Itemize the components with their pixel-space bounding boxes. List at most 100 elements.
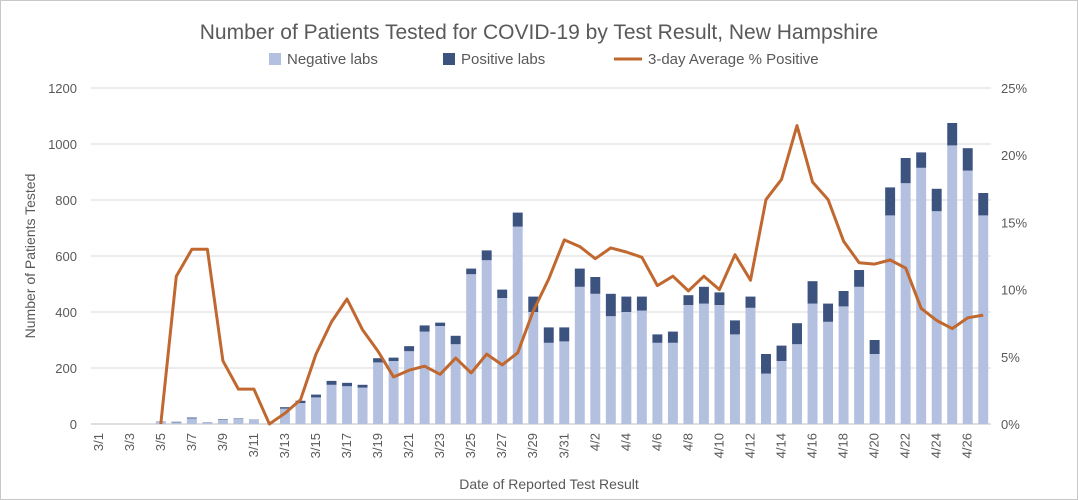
bar-negative-3-15 (311, 397, 321, 424)
y2-tick-label: 10% (1001, 283, 1027, 298)
bar-negative-3-8 (202, 422, 213, 424)
x-tick-label: 3/21 (401, 433, 416, 458)
bar-positive-4-12 (745, 296, 756, 308)
y-tick-label: 600 (55, 249, 77, 264)
bar-positive-4-9 (698, 286, 709, 304)
bar-negative-3-29 (528, 312, 539, 424)
bar-positive-4-15 (792, 323, 802, 345)
bar-negative-4-27 (978, 215, 989, 424)
bar-negative-3-13 (280, 408, 290, 424)
x-tick-label: 4/26 (960, 433, 975, 458)
x-tick-label: 3/7 (184, 433, 199, 451)
x-tick-label: 3/29 (525, 433, 540, 458)
bar-positive-4-6 (652, 334, 663, 343)
x-tick-label: 4/24 (929, 433, 944, 458)
y-tick-label: 0 (70, 417, 77, 432)
bar-positive-4-23 (916, 152, 927, 168)
y2-tick-label: 5% (1001, 350, 1020, 365)
x-tick-label: 4/12 (743, 433, 758, 458)
x-tick-label: 4/18 (836, 433, 851, 458)
y-axis-left: 0 200 400 600 800 1000 1200 (48, 81, 77, 432)
bar-negative-3-16 (326, 384, 337, 424)
bar-negative-3-26 (481, 260, 492, 424)
bar-negative-4-2 (590, 293, 601, 424)
bar-negative-3-9 (217, 419, 228, 424)
bar-negative-4-20 (869, 354, 880, 424)
y2-tick-label: 0% (1001, 417, 1020, 432)
bar-positive-3-16 (326, 380, 337, 385)
bar-negative-4-10 (714, 305, 725, 424)
bar-positive-3-22 (419, 325, 430, 332)
bar-negative-3-10 (233, 418, 244, 424)
bar-positive-4-22 (900, 158, 911, 184)
bar-positive-3-26 (481, 250, 492, 261)
bar-positive-4-1 (574, 268, 585, 287)
y-axis-title: Number of Patients Tested (22, 174, 38, 339)
x-tick-label: 4/4 (618, 433, 633, 451)
bar-negative-4-18 (838, 306, 849, 424)
bar-negative-3-21 (404, 351, 415, 424)
x-tick-label: 4/16 (805, 433, 820, 458)
bar-positive-3-30 (543, 327, 554, 343)
x-tick-label: 3/17 (339, 433, 354, 458)
bar-series (155, 123, 989, 425)
bar-negative-4-19 (854, 286, 865, 424)
bar-positive-3-23 (435, 322, 446, 326)
y-tick-label: 1200 (48, 81, 77, 96)
y-axis-right: 0% 5% 10% 15% 20% 25% (1001, 81, 1027, 432)
legend-swatch-negative (269, 53, 281, 65)
bar-negative-4-14 (776, 361, 787, 424)
bar-positive-4-16 (807, 281, 818, 304)
bar-positive-4-14 (776, 345, 787, 361)
bar-negative-4-11 (730, 334, 740, 424)
bar-positive-3-28 (512, 212, 523, 227)
bar-positive-3-24 (450, 335, 461, 345)
bar-positive-3-19 (373, 358, 384, 363)
bar-negative-3-14 (295, 403, 306, 424)
bar-negative-4-13 (761, 373, 771, 424)
bar-negative-4-25 (947, 145, 958, 424)
y2-tick-label: 15% (1001, 215, 1027, 230)
x-tick-label: 3/5 (153, 433, 168, 451)
y-tick-label: 200 (55, 361, 77, 376)
bar-positive-4-2 (590, 277, 601, 294)
bar-positive-4-11 (730, 320, 740, 335)
bar-positive-3-18 (357, 384, 368, 388)
legend-swatch-positive (443, 53, 455, 65)
bar-negative-3-27 (497, 298, 508, 424)
x-tick-label: 3/15 (308, 433, 323, 458)
bar-positive-4-8 (683, 295, 694, 305)
bar-negative-3-24 (450, 344, 461, 424)
bar-positive-3-27 (497, 289, 508, 298)
bar-positive-3-13 (280, 407, 290, 409)
bar-negative-4-23 (916, 167, 927, 425)
bar-positive-3-31 (559, 327, 570, 342)
x-tick-label: 4/20 (867, 433, 882, 458)
bar-negative-3-6 (171, 422, 182, 424)
legend-label-negative: Negative labs (287, 51, 378, 68)
legend-label-line: 3-day Average % Positive (648, 51, 819, 68)
bar-positive-4-4 (621, 296, 632, 312)
x-tick-label: 4/6 (649, 433, 664, 451)
x-tick-label: 4/8 (680, 433, 695, 451)
bar-positive-4-26 (962, 148, 973, 171)
bar-positive-4-7 (667, 331, 678, 343)
x-tick-label: 4/10 (711, 433, 726, 458)
x-tick-label: 3/13 (277, 433, 292, 458)
x-tick-label: 4/22 (898, 433, 913, 458)
bar-negative-3-22 (419, 331, 430, 424)
legend: Negative labs Positive labs 3-day Averag… (269, 51, 819, 68)
bar-negative-4-16 (807, 303, 818, 424)
bar-positive-4-18 (838, 291, 849, 307)
bar-positive-4-5 (636, 296, 647, 311)
x-tick-label: 3/27 (494, 433, 509, 458)
bar-positive-3-20 (388, 357, 399, 361)
avg-positive-line (159, 124, 984, 426)
x-tick-label: 3/19 (370, 433, 385, 458)
bar-negative-4-4 (621, 312, 632, 424)
y-tick-label: 1000 (48, 137, 77, 152)
bar-positive-4-3 (605, 293, 616, 317)
x-tick-label: 3/9 (215, 433, 230, 451)
bar-negative-4-8 (683, 305, 694, 424)
bar-negative-4-7 (667, 342, 678, 424)
